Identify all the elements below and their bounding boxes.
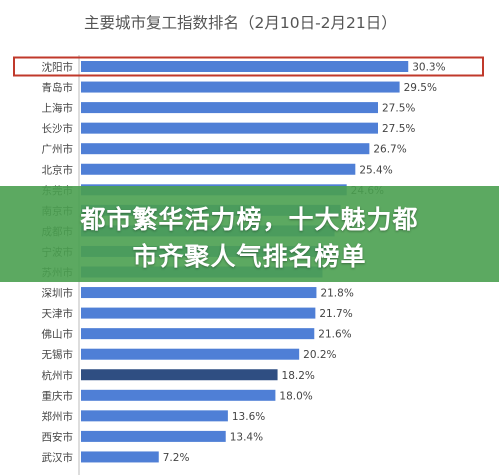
headline-line-1: 都市繁华活力榜，十大魅力都: [80, 205, 419, 234]
value-label: 20.2%: [303, 349, 336, 361]
bar: [81, 143, 370, 155]
value-label: 18.2%: [282, 370, 315, 382]
chart-title: 主要城市复工指数排名（2月10日-2月21日）: [84, 14, 397, 32]
value-label: 21.7%: [319, 308, 352, 320]
category-label: 北京市: [42, 163, 74, 176]
category-label: 长沙市: [42, 122, 74, 135]
bar: [81, 122, 378, 134]
category-label: 郑州市: [42, 410, 74, 423]
bar: [81, 430, 226, 442]
value-label: 25.4%: [359, 164, 392, 176]
bar: [81, 81, 400, 93]
category-label: 武汉市: [42, 451, 74, 464]
value-label: 13.6%: [232, 411, 265, 423]
category-label: 沈阳市: [42, 61, 74, 74]
bar: [81, 61, 409, 72]
category-label: 上海市: [42, 102, 74, 115]
category-label: 重庆市: [42, 389, 74, 402]
headline-banner: 都市繁华活力榜，十大魅力都 市齐聚人气排名榜单: [0, 186, 499, 282]
value-label: 7.2%: [163, 452, 190, 464]
highlight-box: [13, 56, 484, 77]
category-label: 无锡市: [42, 348, 74, 361]
category-label: 深圳市: [42, 287, 74, 300]
value-label: 27.5%: [382, 123, 415, 135]
value-label: 27.5%: [382, 103, 415, 115]
bar: [81, 307, 316, 319]
headline-line-2: 市齐聚人气排名榜单: [132, 242, 367, 271]
category-label: 西安市: [42, 430, 74, 443]
category-label: 天津市: [42, 307, 74, 320]
bar: [81, 451, 159, 463]
bar: [81, 287, 317, 299]
bar: [81, 328, 315, 340]
value-label: 21.6%: [318, 329, 351, 341]
bar: [81, 369, 278, 381]
bar: [81, 102, 378, 114]
category-label: 广州市: [42, 143, 74, 156]
value-label: 13.4%: [230, 431, 263, 443]
category-label: 青岛市: [42, 81, 74, 94]
bar: [81, 163, 356, 175]
category-label: 佛山市: [42, 328, 74, 341]
value-label: 29.5%: [404, 82, 437, 94]
bar: [81, 389, 276, 401]
value-label: 26.7%: [373, 144, 406, 156]
value-label: 18.0%: [279, 390, 312, 402]
category-label: 杭州市: [42, 369, 74, 382]
value-label: 30.3%: [412, 62, 445, 74]
bar: [81, 410, 228, 422]
bar: [81, 348, 300, 360]
value-label: 21.8%: [320, 288, 353, 300]
